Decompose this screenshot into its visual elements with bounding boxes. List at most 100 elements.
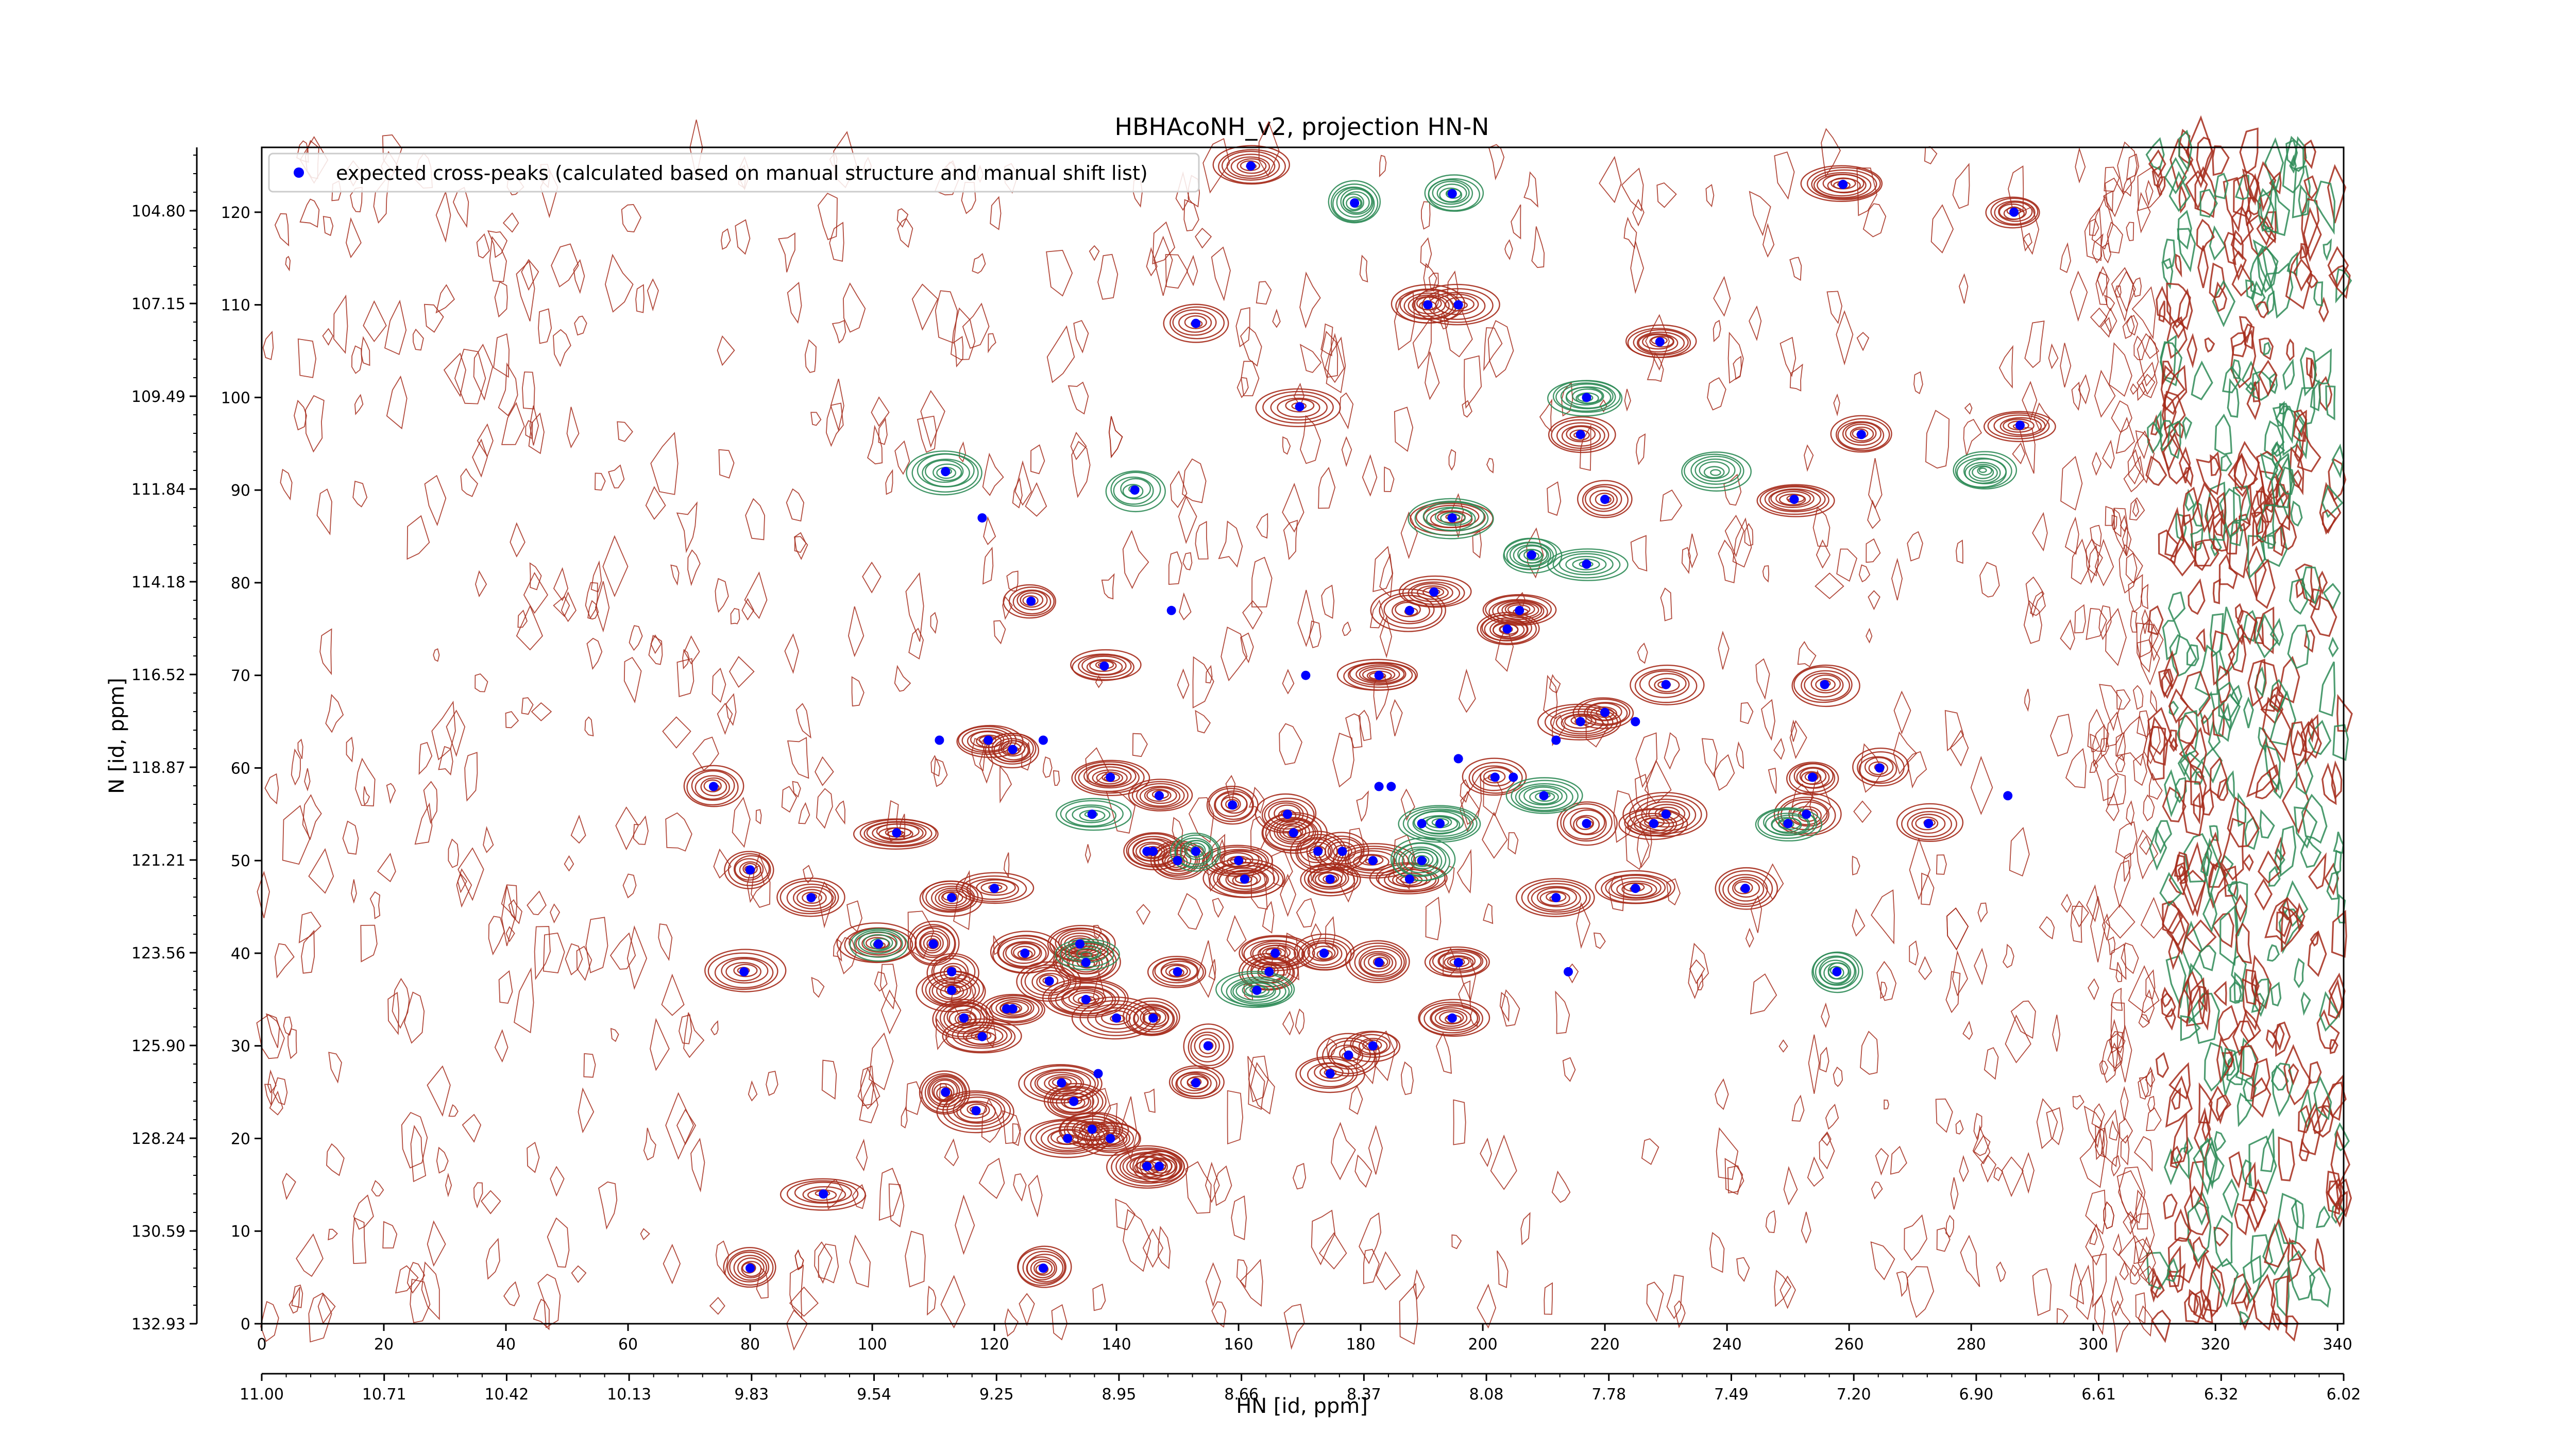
noise-contour [2108, 342, 2132, 397]
noise-contour [894, 440, 910, 475]
noise-contour [2271, 442, 2285, 458]
noise-contour [2182, 780, 2205, 836]
noise-contour [1761, 699, 1775, 741]
noise-contour [2191, 992, 2220, 1044]
noise-contour [2137, 710, 2149, 737]
noise-contour [784, 633, 799, 674]
noise-contour [810, 412, 822, 426]
noise-contour [1765, 1210, 1776, 1233]
noise-contour [1945, 1214, 1954, 1238]
noise-contour [1355, 1039, 1378, 1085]
noise-contour [2092, 1253, 2107, 1308]
peak-contour [1547, 548, 1629, 581]
noise-contour [501, 402, 525, 445]
noise-contour [2300, 991, 2311, 1016]
expected-peak-point [1099, 661, 1109, 671]
noise-contour [2175, 777, 2187, 804]
noise-contour [1435, 1032, 1452, 1074]
noise-contour [665, 1092, 694, 1160]
noise-contour [2112, 1233, 2122, 1257]
x-index-tick-label: 60 [618, 1336, 638, 1354]
noise-contour [2163, 650, 2179, 690]
noise-contour [2022, 381, 2038, 421]
expected-peak-point [1093, 1069, 1103, 1078]
noise-contour [2167, 591, 2186, 622]
noise-contour [517, 610, 528, 628]
x-ppm-tick-label: 10.71 [362, 1386, 406, 1404]
noise-contour [1836, 310, 1854, 366]
noise-contour [2126, 153, 2140, 180]
noise-contour [2290, 721, 2307, 756]
noise-contour [1483, 903, 1494, 924]
noise-contour [880, 989, 902, 1035]
noise-contour [1297, 589, 1315, 647]
noise-contour [1369, 599, 1385, 629]
peak-contour [1625, 324, 1697, 358]
noise-contour [2025, 576, 2045, 618]
noise-contour [1773, 738, 1785, 760]
noise-contour [1256, 513, 1268, 539]
noise-contour [308, 848, 334, 894]
noise-contour [2309, 588, 2321, 611]
noise-contour [1555, 990, 1570, 1034]
noise-contour [2246, 737, 2278, 798]
noise-contour [494, 281, 508, 318]
noise-contour [1783, 1166, 1798, 1206]
noise-contour [2137, 192, 2151, 234]
expected-peak-point [1429, 587, 1439, 597]
noise-contour [818, 1243, 839, 1284]
noise-contour [609, 932, 636, 970]
peak-contour [907, 920, 960, 966]
noise-contour [2109, 943, 2127, 981]
noise-contour [713, 848, 732, 879]
noise-contour [1755, 658, 1770, 700]
noise-contour [475, 570, 487, 598]
noise-contour [2024, 688, 2030, 712]
noise-contour [2335, 1178, 2352, 1218]
noise-contour [2269, 617, 2284, 647]
noise-contour [473, 1182, 483, 1209]
noise-contour [352, 1217, 367, 1264]
y-index-tick-label: 0 [241, 1315, 250, 1334]
noise-contour [1924, 146, 1938, 165]
noise-contour [2005, 1014, 2031, 1064]
expected-peak-point [977, 1032, 987, 1041]
noise-contour [2201, 787, 2214, 816]
noise-contour [346, 736, 354, 763]
noise-contour [2146, 1107, 2162, 1132]
noise-contour [670, 564, 680, 586]
noise-contour [2176, 710, 2199, 757]
noise-contour [2105, 904, 2136, 939]
expected-peak-point [1582, 393, 1591, 402]
noise-contour [1815, 572, 1844, 599]
expected-peak-point [1240, 874, 1249, 884]
x-index-tick-label: 340 [2323, 1336, 2352, 1354]
noise-contour [2110, 987, 2123, 1011]
noise-contour [735, 219, 751, 255]
noise-contour [1984, 1047, 1999, 1080]
peak-contour [1830, 415, 1892, 453]
noise-contour [2258, 727, 2267, 753]
peak-contour [990, 931, 1063, 974]
noise-contour [1523, 171, 1538, 208]
noise-contour [1907, 531, 1923, 562]
noise-contour [2264, 1218, 2290, 1268]
noise-contour [2184, 727, 2207, 781]
noise-contour [2303, 629, 2315, 653]
noise-contour [510, 522, 526, 558]
noise-contour [325, 694, 344, 733]
noise-contour [1165, 254, 1188, 289]
noise-contour [846, 900, 863, 933]
noise-contour [2300, 835, 2322, 868]
noise-contour [1453, 1099, 1466, 1145]
noise-contour [1195, 710, 1211, 734]
noise-contour [1623, 216, 1637, 249]
noise-contour [1282, 436, 1291, 455]
noise-contour [1002, 1110, 1022, 1144]
noise-contour [2070, 271, 2088, 322]
noise-contour [2094, 754, 2119, 801]
x-ppm-tick-label: 6.90 [1959, 1386, 1993, 1404]
noise-contour [2111, 400, 2132, 433]
noise-contour [1231, 1195, 1247, 1240]
expected-peak-point [1038, 735, 1048, 745]
